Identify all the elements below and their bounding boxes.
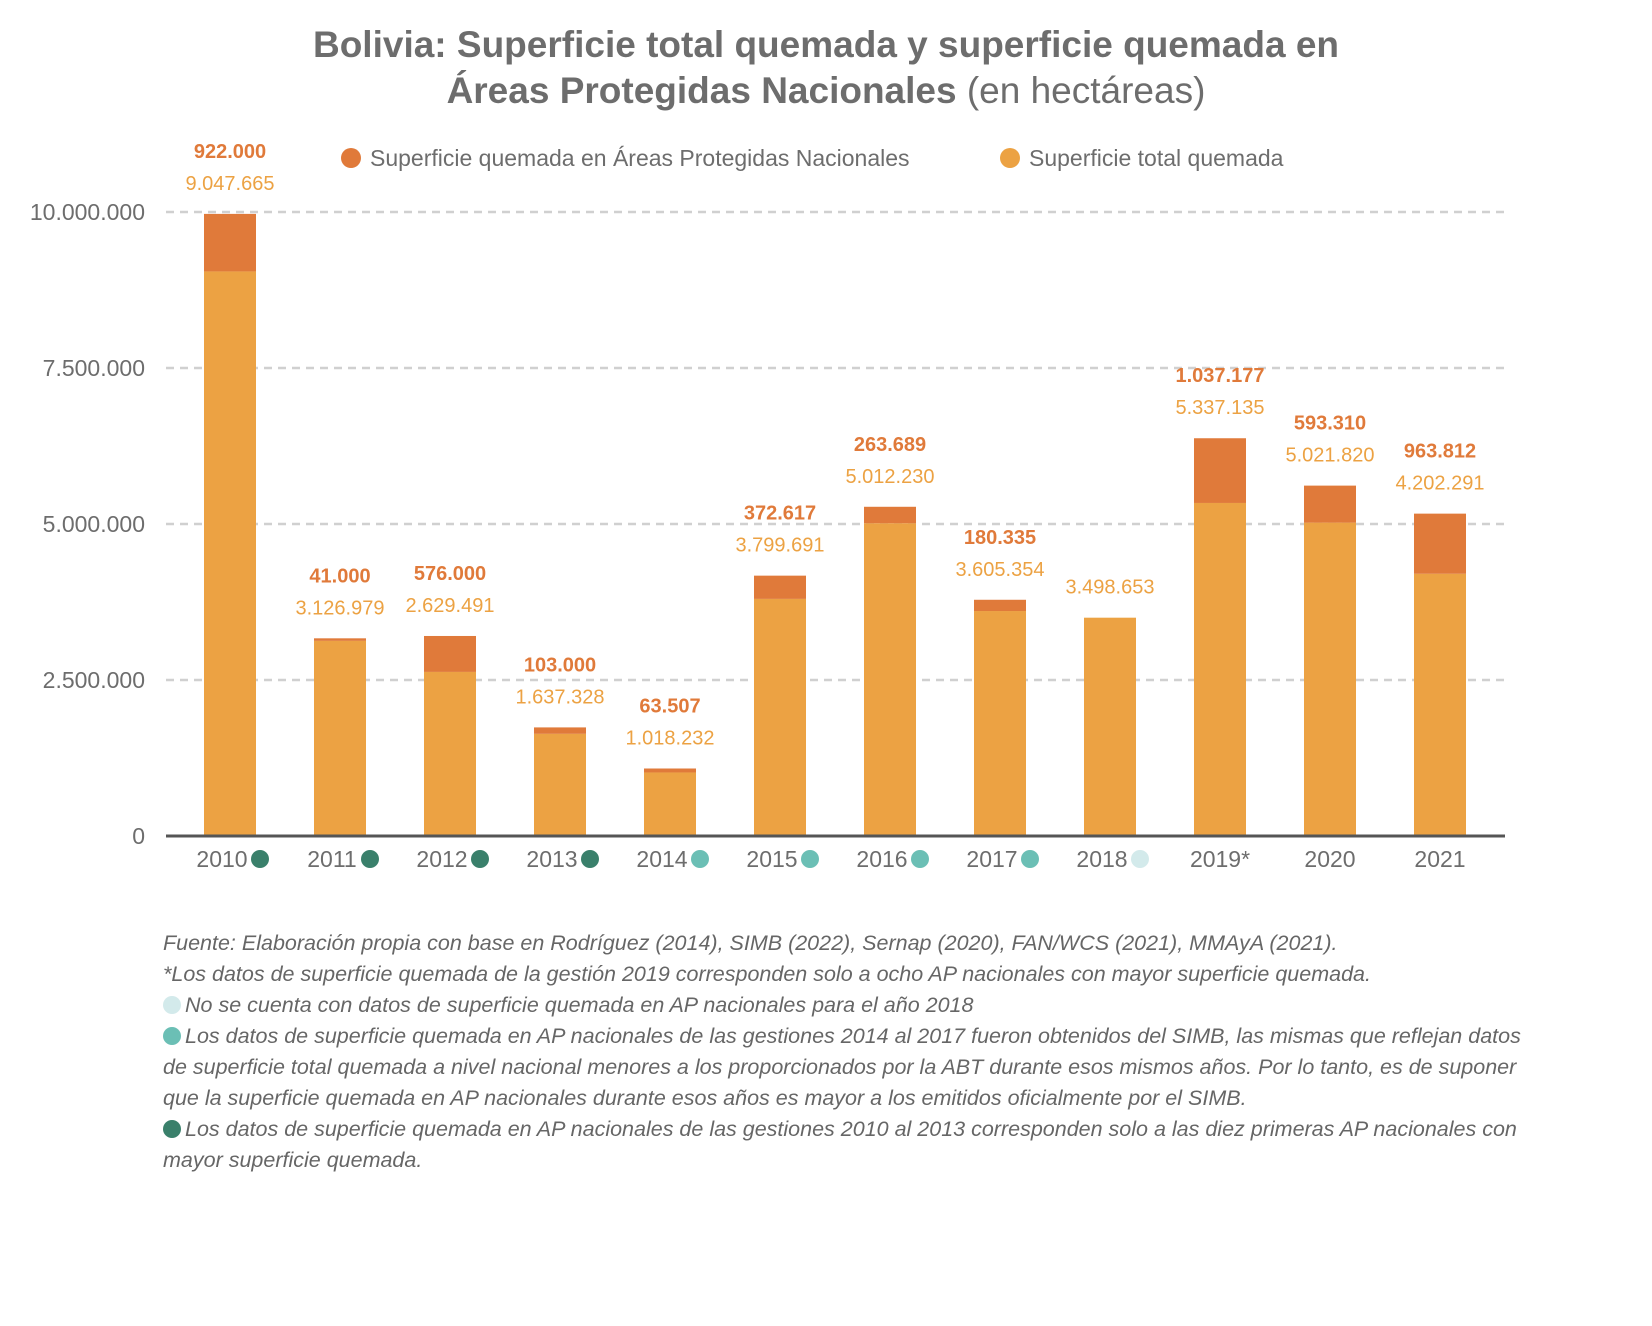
x-tick-label: 2020 — [1304, 846, 1355, 872]
category-marker-icon — [801, 850, 819, 868]
bar-total-2016 — [864, 523, 916, 836]
bar-total-2020 — [1304, 522, 1356, 836]
data-label-ap: 1.037.177 — [1176, 365, 1265, 387]
bar-total-2019* — [1194, 502, 1246, 836]
x-tick-label: 2018 — [1076, 846, 1127, 872]
legend-ap-label: Superficie quemada en Áreas Protegidas N… — [370, 145, 910, 171]
category-marker-icon — [471, 850, 489, 868]
mid-dot-icon — [163, 1027, 181, 1045]
data-label-ap: 180.335 — [964, 527, 1036, 549]
bar-total-2010 — [204, 271, 256, 837]
data-label-ap: 963.812 — [1404, 441, 1476, 463]
category-marker-icon — [251, 850, 269, 868]
bar-ap-2013 — [534, 727, 586, 734]
x-tick-label: 2021 — [1414, 846, 1465, 872]
data-label-total: 3.126.979 — [296, 597, 385, 619]
data-label-ap: 593.310 — [1294, 413, 1366, 435]
bar-ap-2010 — [204, 213, 256, 272]
bar-total-2018 — [1084, 617, 1136, 836]
light-dot-icon — [163, 996, 181, 1014]
category-marker-icon — [581, 850, 599, 868]
legend-total-icon — [1000, 148, 1020, 168]
category-marker-icon — [1131, 850, 1149, 868]
bar-total-2014 — [644, 772, 696, 836]
category-marker-icon — [911, 850, 929, 868]
note-2014-2017: Los datos de superficie quemada en AP na… — [163, 1024, 1521, 1110]
x-tick-label: 2010 — [196, 846, 247, 872]
chart-title: Bolivia: Superficie total quemada y supe… — [0, 22, 1652, 114]
category-marker-icon — [361, 850, 379, 868]
bar-ap-2014 — [644, 768, 696, 773]
chart-plot: 0 2.500.000 5.000.000 7.500.000 10.000.000 9.… — [30, 141, 1505, 872]
y-tick-label: 10.000.000 — [30, 199, 145, 225]
bar-total-2017 — [974, 611, 1026, 836]
data-label-ap: 372.617 — [744, 503, 816, 525]
title-line-1: Bolivia: Superficie total quemada y supe… — [312, 24, 1339, 65]
note-2018: No se cuenta con datos de superficie que… — [185, 993, 974, 1017]
note-2010-2013: Los datos de superficie quemada en AP na… — [163, 1117, 1517, 1172]
bar-ap-2021 — [1414, 513, 1466, 574]
data-label-ap: 263.689 — [854, 434, 926, 456]
legend-ap-icon — [341, 148, 361, 168]
data-label-total: 5.012.230 — [846, 466, 935, 488]
x-tick-label: 2017 — [966, 846, 1017, 872]
chart-notes: Fuente: Elaboración propia con base en R… — [163, 928, 1543, 1176]
data-label-total: 1.018.232 — [626, 727, 715, 749]
dark-dot-icon — [163, 1120, 181, 1138]
bar-total-2015 — [754, 598, 806, 836]
category-marker-icon — [1021, 850, 1039, 868]
data-label-total: 4.202.291 — [1396, 473, 1485, 495]
data-label-total: 2.629.491 — [406, 595, 495, 617]
bar-ap-2017 — [974, 599, 1026, 612]
category-marker-icon — [691, 850, 709, 868]
data-label-total: 3.498.653 — [1066, 577, 1155, 599]
chart-subtitle: (en hectáreas) — [966, 70, 1206, 111]
note-2019: *Los datos de superficie quemada de la g… — [163, 962, 1371, 986]
legend-total-label: Superficie total quemada — [1029, 145, 1284, 171]
y-tick-label: 0 — [132, 823, 145, 849]
x-tick-label: 2011 — [307, 846, 356, 872]
bar-total-2011 — [314, 640, 366, 836]
data-label-total: 9.047.665 — [186, 173, 275, 195]
x-tick-label: 2019* — [1190, 846, 1250, 872]
bar-ap-2015 — [754, 575, 806, 599]
data-label-total: 5.337.135 — [1176, 397, 1265, 419]
data-label-total: 1.637.328 — [516, 686, 605, 708]
x-tick-label: 2015 — [746, 846, 797, 872]
y-tick-label: 2.500.000 — [43, 667, 145, 693]
bar-total-2021 — [1414, 573, 1466, 836]
y-tick-label: 7.500.000 — [43, 355, 145, 381]
bar-ap-2020 — [1304, 485, 1356, 523]
bar-ap-2016 — [864, 506, 916, 524]
bar-total-2013 — [534, 733, 586, 836]
x-tick-label: 2012 — [416, 846, 467, 872]
data-label-ap: 103.000 — [524, 654, 596, 676]
data-label-ap: 63.507 — [639, 695, 700, 717]
bar-ap-2019* — [1194, 438, 1246, 503]
data-label-ap: 41.000 — [309, 565, 370, 587]
y-tick-label: 5.000.000 — [43, 511, 145, 537]
x-tick-label: 2014 — [636, 846, 687, 872]
data-label-total: 5.021.820 — [1286, 445, 1375, 467]
data-label-total: 3.605.354 — [956, 559, 1045, 581]
bar-total-2012 — [424, 671, 476, 836]
x-tick-label: 2013 — [526, 846, 577, 872]
x-tick-label: 2016 — [856, 846, 907, 872]
title-line-2: Áreas Protegidas Nacionales — [446, 70, 957, 111]
data-label-ap: 576.000 — [414, 563, 486, 585]
bar-ap-2011 — [314, 638, 366, 641]
source-note: Fuente: Elaboración propia con base en R… — [163, 931, 1338, 955]
data-label-total: 3.799.691 — [736, 535, 825, 557]
data-label-ap: 922.000 — [194, 141, 266, 163]
bar-ap-2012 — [424, 635, 476, 672]
